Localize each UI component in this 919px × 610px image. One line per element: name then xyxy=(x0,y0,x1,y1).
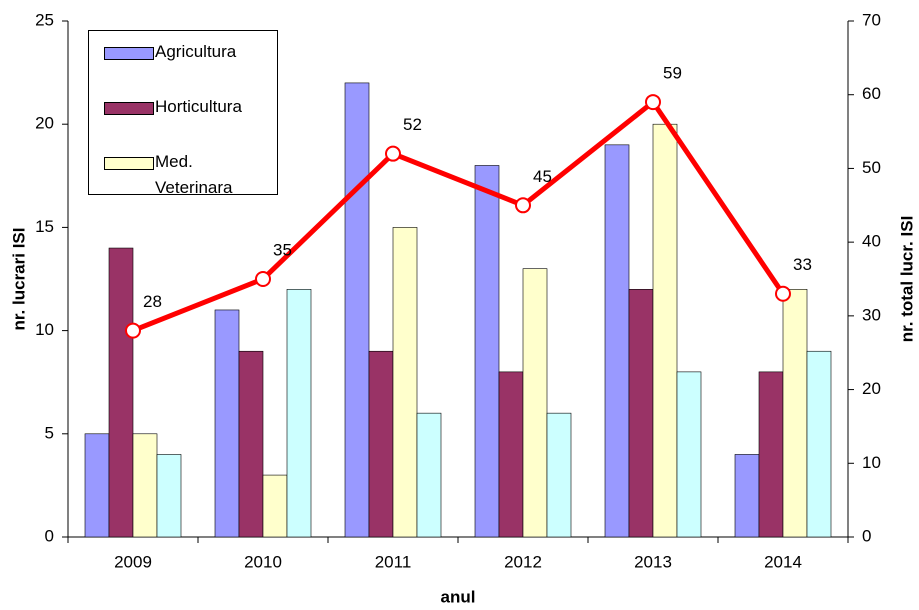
x-tick-label: 2014 xyxy=(764,552,802,571)
data-label: 28 xyxy=(143,292,162,311)
y-axis-title: nr. lucrari ISI xyxy=(9,228,28,331)
bar xyxy=(132,433,158,538)
data-label: 59 xyxy=(663,64,682,83)
x-tick-label: 2013 xyxy=(634,552,672,571)
line-marker xyxy=(255,271,271,287)
legend-label: Horticultura xyxy=(155,97,242,116)
bar xyxy=(676,371,702,538)
bar xyxy=(498,371,524,538)
legend: Agricultura Horticultura Med. Veterinara xyxy=(88,30,279,197)
bar xyxy=(758,371,784,538)
bar xyxy=(522,268,548,538)
y2-tick-label: 70 xyxy=(862,10,881,29)
x-tick-label: 2010 xyxy=(244,552,282,571)
legend-swatch xyxy=(104,102,154,115)
legend-item: Horticultura xyxy=(89,94,279,134)
bar xyxy=(416,412,442,538)
legend-item: Agricultura xyxy=(89,39,279,79)
x-axis-title: anul xyxy=(441,587,476,606)
bar xyxy=(344,82,370,538)
y2-axis-title: nr. total lucr. ISI xyxy=(897,216,916,343)
legend-label: Med. Veterinara xyxy=(155,152,233,197)
bar xyxy=(806,350,832,538)
bar xyxy=(84,433,110,538)
y2-tick-label: 40 xyxy=(862,232,881,251)
y-tick-label: 25 xyxy=(35,10,54,29)
y2-tick-label: 20 xyxy=(862,379,881,398)
bar xyxy=(108,247,134,538)
y-tick-label: 20 xyxy=(35,114,54,133)
bar xyxy=(368,350,394,538)
legend-swatch xyxy=(104,157,154,170)
y2-tick-label: 30 xyxy=(862,305,881,324)
y2-tick-label: 10 xyxy=(862,453,881,472)
bar xyxy=(734,454,760,538)
bar xyxy=(474,165,500,538)
x-tick-label: 2009 xyxy=(114,552,152,571)
bar xyxy=(238,350,264,538)
bar xyxy=(604,144,630,538)
line-marker xyxy=(645,94,661,111)
x-tick-label: 2012 xyxy=(504,552,542,571)
line-marker xyxy=(125,322,141,339)
y-tick-label: 0 xyxy=(45,526,54,545)
data-label: 45 xyxy=(533,167,552,186)
bar xyxy=(286,289,312,538)
legend-label: Agricultura xyxy=(155,42,237,61)
y2-tick-label: 0 xyxy=(862,526,871,545)
bar xyxy=(156,454,182,538)
bar xyxy=(262,474,288,538)
data-label: 35 xyxy=(273,240,292,259)
x-tick-label: 2011 xyxy=(375,552,412,571)
data-label: 52 xyxy=(403,115,422,134)
y2-tick-label: 50 xyxy=(862,158,881,177)
line-marker xyxy=(775,285,791,302)
line-marker xyxy=(385,145,401,162)
bar xyxy=(782,289,808,538)
bar xyxy=(546,412,572,538)
bar xyxy=(214,309,240,538)
y2-tick-label: 60 xyxy=(862,84,881,103)
y-tick-label: 15 xyxy=(35,217,54,236)
y-tick-label: 10 xyxy=(35,320,54,339)
line-marker xyxy=(515,197,531,214)
legend-item: Med. Veterinara xyxy=(89,149,279,197)
line xyxy=(132,98,786,333)
legend-swatch xyxy=(104,47,154,60)
data-label: 33 xyxy=(793,255,812,274)
bar xyxy=(392,227,418,538)
bar xyxy=(628,289,654,538)
bar xyxy=(652,123,678,538)
y-tick-label: 5 xyxy=(45,423,54,442)
